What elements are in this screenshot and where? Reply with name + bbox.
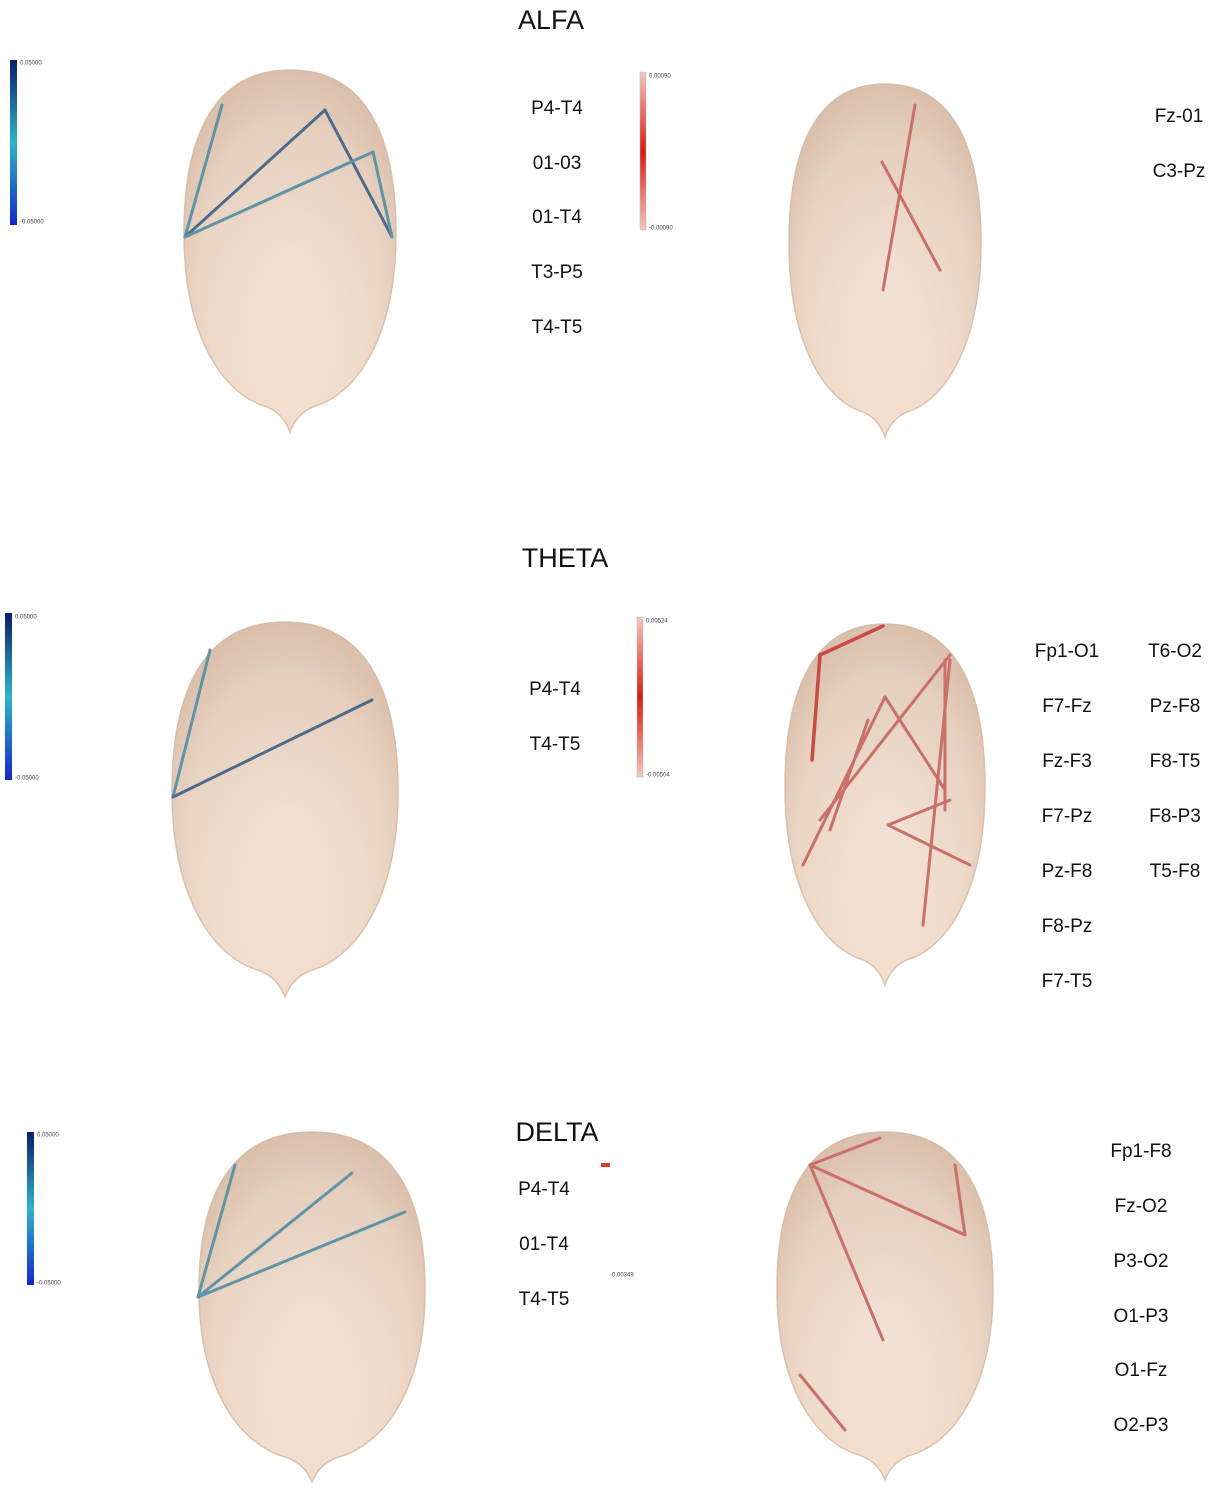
connection-label: F7-Pz xyxy=(1042,806,1093,827)
connection-label: F8-Pz xyxy=(1042,916,1093,937)
connection-label: T5-F8 xyxy=(1150,861,1201,882)
connection-label: F7-T5 xyxy=(1042,971,1093,992)
connection-label: Fp1-O1 xyxy=(1035,641,1099,662)
scale-min: -0.00090 xyxy=(649,226,673,232)
section-title: ALFA xyxy=(518,5,584,35)
scale-max: 0.00524 xyxy=(646,619,668,625)
section-title: DELTA xyxy=(515,1117,598,1147)
connection-label: P4-T4 xyxy=(518,1179,570,1200)
head-texture xyxy=(785,624,985,985)
scale-min: -0.05000 xyxy=(37,1281,61,1287)
connection-label: Pz-F8 xyxy=(1042,861,1093,882)
scale-max: 0.00090 xyxy=(649,74,671,80)
connection-label: T3-P5 xyxy=(531,262,583,283)
scale-max: 0.05000 xyxy=(37,1133,59,1139)
connection-label: Fz-01 xyxy=(1155,106,1204,127)
connection-label: T4-T5 xyxy=(532,317,583,338)
scale-min: -0.05000 xyxy=(20,220,44,226)
connection-label: Fz-O2 xyxy=(1115,1196,1168,1217)
scale-min: -0.00504 xyxy=(646,773,670,779)
scale-min: -0.00349 xyxy=(610,1273,634,1279)
head-texture xyxy=(172,622,398,997)
head-texture xyxy=(199,1132,425,1482)
head-texture xyxy=(789,84,981,437)
scale-min: -0.05000 xyxy=(15,776,39,782)
connection-label: F8-P3 xyxy=(1149,806,1201,827)
connection-label: C3-Pz xyxy=(1153,161,1206,182)
connection-label: 01-03 xyxy=(533,153,582,174)
scale-max: 0.05000 xyxy=(20,61,42,67)
connection-label: 01-T4 xyxy=(532,207,582,228)
section-title: THETA xyxy=(522,543,609,573)
connection-label: O1-Fz xyxy=(1115,1360,1168,1381)
page: {"sections": [ {"title": "ALFA", "left_s… xyxy=(0,0,1222,1484)
connection-label: P3-O2 xyxy=(1114,1251,1169,1272)
connection-label: P4-T4 xyxy=(531,98,583,119)
connection-label: Fp1-F8 xyxy=(1110,1141,1171,1162)
figure: ALFA 0.05000 -0.05000 0.00090 -0.00090 P4-T4 0… xyxy=(0,0,1222,1484)
connection-label: T6-O2 xyxy=(1148,641,1202,662)
scale-max: 0.05000 xyxy=(15,615,37,621)
connection-label: Fz-F3 xyxy=(1042,751,1092,772)
connection-label: Pz-F8 xyxy=(1150,696,1201,717)
connection-label: O1-P3 xyxy=(1114,1306,1169,1327)
connection-label: P4-T4 xyxy=(529,679,581,700)
connection-label: F8-T5 xyxy=(1150,751,1201,772)
connection-label: F7-Fz xyxy=(1042,696,1092,717)
head-texture xyxy=(777,1132,993,1480)
connection-label: T4-T5 xyxy=(530,734,581,755)
connection-label: T4-T5 xyxy=(519,1289,570,1310)
connection-label: 01-T4 xyxy=(519,1234,569,1255)
connection-label: O2-P3 xyxy=(1114,1415,1169,1436)
